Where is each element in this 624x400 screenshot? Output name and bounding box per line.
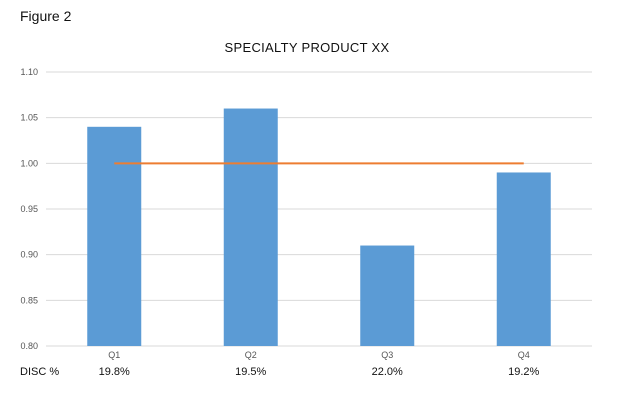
x-tick-label: Q1 [108, 350, 120, 360]
disc-value-q2: 19.5% [235, 366, 267, 378]
disc-value-q3: 22.0% [371, 366, 403, 378]
y-tick-label: 1.10 [20, 67, 38, 77]
bar-q2 [223, 108, 278, 347]
bar-q1 [87, 126, 142, 346]
x-tick-label: Q4 [518, 350, 530, 360]
x-tick-label: Q3 [381, 350, 393, 360]
figure-label: Figure 2 [20, 8, 72, 24]
disc-value-q1: 19.8% [98, 366, 130, 378]
chart-title: SPECIALTY PRODUCT XX [225, 40, 390, 55]
y-tick-label: 1.05 [20, 113, 38, 123]
y-tick-label: 1.00 [20, 158, 38, 168]
bar-q4 [496, 172, 551, 346]
y-tick-label: 0.90 [20, 250, 38, 260]
y-tick-label: 0.85 [20, 295, 38, 305]
bar-q3 [360, 245, 415, 346]
disc-value-q4: 19.2% [508, 366, 540, 378]
x-tick-label: Q2 [245, 350, 257, 360]
bar-layer [87, 108, 551, 347]
y-tick-label: 0.95 [20, 204, 38, 214]
label-layer: 0.80 0.85 0.90 0.95 1.00 1.05 1.10 Q1 Q2 Q3 Q4 [20, 67, 529, 360]
y-tick-label: 0.80 [20, 341, 38, 351]
disc-row-label: DISC % [20, 366, 60, 378]
